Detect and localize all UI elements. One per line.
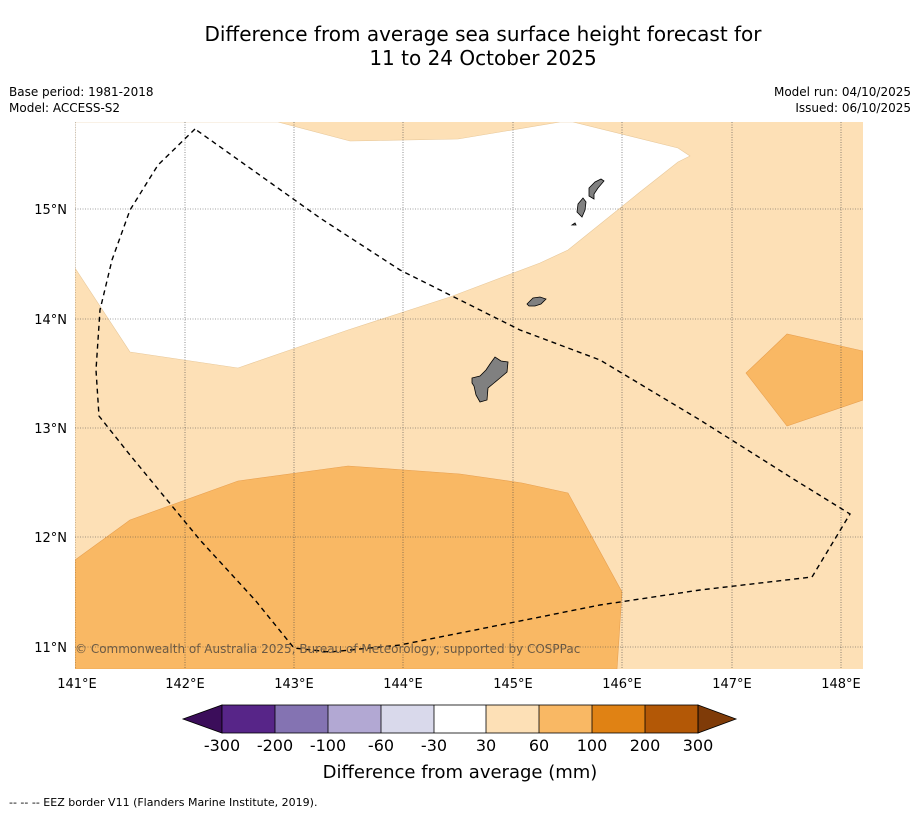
colorbar-tick-labels: -300 -200 -100 -60 -30 30 60 100 200 300 <box>204 736 713 755</box>
base-period: Base period: 1981-2018 <box>9 85 154 99</box>
land-islands <box>471 178 605 403</box>
lon-label-145e: 145°E <box>493 677 533 692</box>
copyright-notice: © Commonwealth of Australia 2025, Bureau… <box>75 642 580 656</box>
cb-tick-m60: -60 <box>368 736 394 755</box>
lon-label-143e: 143°E <box>274 677 314 692</box>
cb-tick-m100: -100 <box>310 736 346 755</box>
cb-tick-m300: -300 <box>204 736 240 755</box>
island-tinian <box>576 197 587 218</box>
lon-label-147e: 147°E <box>712 677 752 692</box>
island-rota <box>526 296 547 307</box>
lon-label-146e: 146°E <box>602 677 642 692</box>
lat-label-13n: 13°N <box>34 422 67 437</box>
colorbar-bin-3 <box>328 705 381 733</box>
anomaly-60-100-south <box>75 465 623 669</box>
colorbar-bin-1 <box>222 705 275 733</box>
colorbar-bin-5 <box>434 705 486 733</box>
gridlines <box>75 122 863 669</box>
island-aguijan <box>570 222 577 226</box>
eez-footnote: -- -- -- EEZ border V11 (Flanders Marine… <box>9 796 318 809</box>
chart-title: Difference from average sea surface heig… <box>0 22 919 70</box>
colorbar-extend-high <box>697 704 738 734</box>
lat-label-15n: 15°N <box>34 203 67 218</box>
map-plot-area: © Commonwealth of Australia 2025, Bureau… <box>75 122 863 669</box>
colorbar-bin-8 <box>592 705 645 733</box>
colorbar-bin-7 <box>539 705 592 733</box>
title-line-1: Difference from average sea surface heig… <box>204 22 762 46</box>
cb-tick-200: 200 <box>630 736 661 755</box>
colorbar-title: Difference from average (mm) <box>323 762 598 783</box>
colorbar-dividers <box>221 704 699 734</box>
lat-label-12n: 12°N <box>34 531 67 546</box>
model-run: Model run: 04/10/2025 <box>773 85 911 99</box>
lon-label-141e: 141°E <box>57 677 97 692</box>
lat-label-14n: 14°N <box>34 313 67 328</box>
eez-border-line <box>95 128 851 653</box>
cb-tick-m30: -30 <box>421 736 447 755</box>
model-name: Model: ACCESS-S2 <box>9 101 121 115</box>
colorbar-bin-9 <box>645 705 698 733</box>
meta-left: Base period: 1981-2018 Model: ACCESS-S2 <box>9 84 154 116</box>
colorbar-bin-6 <box>486 705 539 733</box>
cb-tick-30: 30 <box>476 736 496 755</box>
cb-tick-m200: -200 <box>257 736 293 755</box>
anomaly-neutral-region <box>75 122 691 369</box>
colorbar-bin-2 <box>275 705 328 733</box>
latitude-labels: 15°N 14°N 13°N 12°N 11°N <box>34 203 67 656</box>
longitude-labels: 141°E 142°E 143°E 144°E 145°E 146°E 147°… <box>57 677 861 692</box>
cb-tick-60: 60 <box>529 736 549 755</box>
island-guam <box>471 356 509 403</box>
cb-tick-100: 100 <box>577 736 608 755</box>
colorbar-bin-4 <box>381 705 434 733</box>
colorbar-extend-low <box>181 704 223 734</box>
lon-label-148e: 148°E <box>821 677 861 692</box>
meta-right: Model run: 04/10/2025 Issued: 06/10/2025 <box>774 84 911 116</box>
lat-label-11n: 11°N <box>34 641 67 656</box>
island-saipan <box>588 178 605 200</box>
title-line-2: 11 to 24 October 2025 <box>369 46 597 70</box>
anomaly-60-100-east <box>745 333 863 427</box>
issued-date: Issued: 06/10/2025 <box>795 101 911 115</box>
cb-tick-300: 300 <box>683 736 714 755</box>
lon-label-142e: 142°E <box>165 677 205 692</box>
colorbar: -300 -200 -100 -60 -30 30 60 100 200 300… <box>181 704 738 783</box>
lon-label-144e: 144°E <box>383 677 423 692</box>
